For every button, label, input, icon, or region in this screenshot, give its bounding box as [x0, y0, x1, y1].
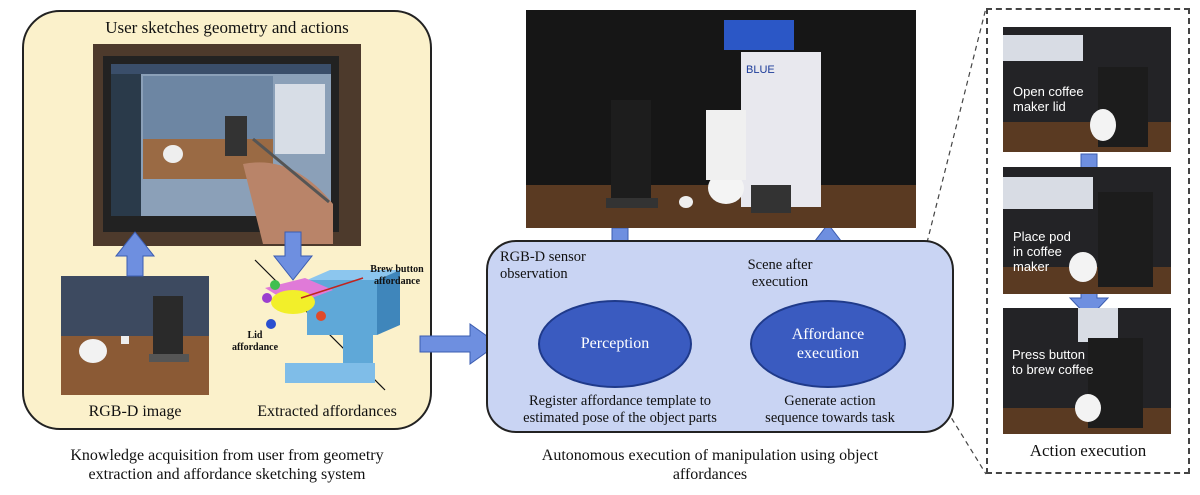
left-panel-title: User sketches geometry and actions	[105, 18, 349, 37]
rgbd-observation-label: RGB-D sensor observation	[500, 249, 586, 282]
step1-label: Open coffee maker lid	[1013, 84, 1084, 114]
rgbd-image-photo	[61, 276, 209, 395]
arrow-tablet-to-extracted	[272, 231, 314, 281]
step3-label: Press button to brew coffee	[1012, 347, 1094, 377]
extracted-affordances-model	[245, 250, 425, 400]
action-execution-caption: Action execution	[1029, 441, 1147, 460]
robot-banner-text: BLUE	[746, 64, 775, 76]
middle-panel-caption: Autonomous execution of manipulation usi…	[541, 447, 879, 483]
left-panel-caption: Knowledge acquisition from user from geo…	[70, 447, 384, 483]
generate-action-text: Generate action sequence towards task	[765, 393, 895, 426]
arrow-rgbd-to-tablet	[114, 231, 156, 277]
scene-after-execution-label: Scene after execution	[747, 257, 813, 290]
perception-node: Perception	[538, 300, 692, 388]
extracted-affordances-label: Extracted affordances	[257, 403, 397, 420]
robot-scene-photo: BLUE	[526, 10, 916, 228]
register-affordance-text: Register affordance template to estimate…	[523, 393, 717, 426]
step3-photo	[1003, 308, 1171, 434]
rgbd-image-label: RGB-D image	[88, 403, 182, 420]
affordance-execution-node: Affordance execution	[750, 300, 906, 388]
lid-affordance-label: Lid affordance	[231, 330, 279, 353]
step1-photo	[1003, 27, 1171, 152]
action-execution-panel	[986, 8, 1190, 474]
arrow-left-to-middle	[419, 323, 499, 365]
brew-button-affordance-label: Brew button affordance	[370, 264, 424, 287]
tablet-sketch-photo	[93, 44, 361, 246]
step2-label: Place pod in coffee maker	[1013, 229, 1071, 274]
step2-photo	[1003, 167, 1171, 294]
